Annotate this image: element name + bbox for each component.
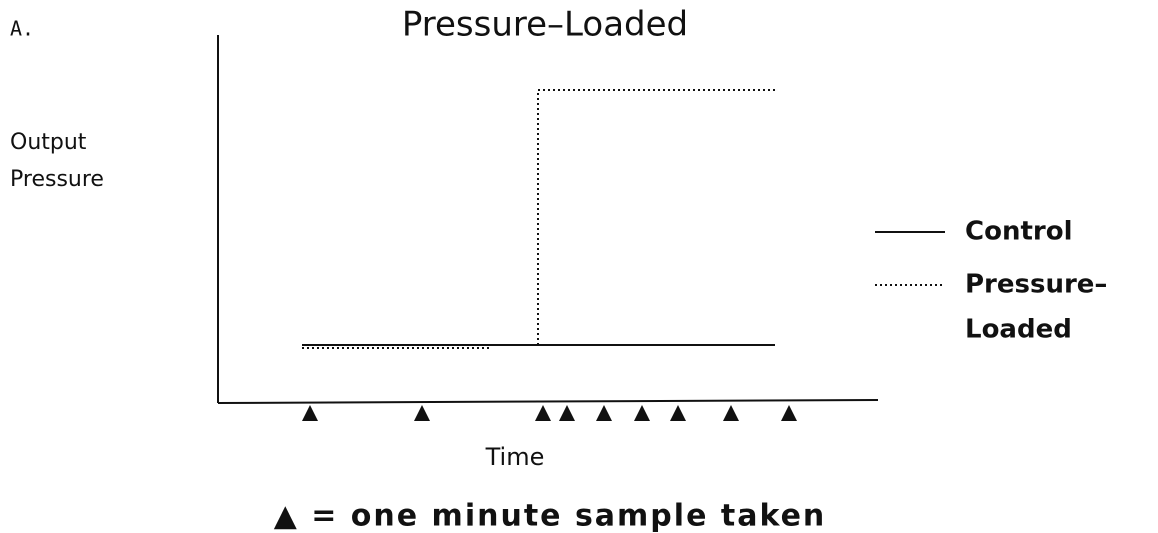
sample-marker xyxy=(781,405,797,421)
y-axis-label: Output xyxy=(10,130,87,155)
legend-label: Loaded xyxy=(965,315,1072,345)
y-axis-label: Pressure xyxy=(10,167,104,192)
sample-marker xyxy=(634,405,650,421)
panel-label: A. xyxy=(10,17,34,41)
x-axis-label: Time xyxy=(485,443,545,471)
legend-label: Pressure– xyxy=(965,270,1107,300)
sample-markers xyxy=(302,405,797,421)
sample-marker xyxy=(302,405,318,421)
sample-marker xyxy=(559,405,575,421)
sample-marker xyxy=(535,405,551,421)
caption: ▲ = one minute sample taken xyxy=(274,499,827,533)
legend-label: Control xyxy=(965,217,1072,247)
sample-marker xyxy=(670,405,686,421)
title: Pressure–Loaded xyxy=(402,5,688,45)
pressure-loaded-line xyxy=(537,89,775,345)
sample-marker xyxy=(723,405,739,421)
x-axis xyxy=(217,399,879,404)
sample-marker xyxy=(414,405,430,421)
sample-marker xyxy=(596,405,612,421)
